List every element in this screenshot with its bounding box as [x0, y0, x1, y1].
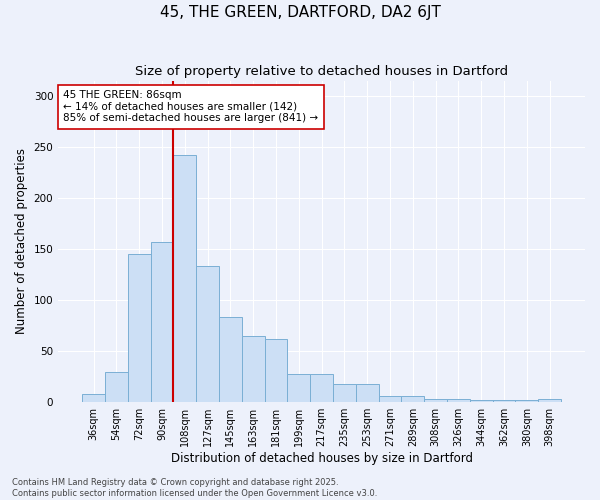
- Bar: [287, 374, 310, 402]
- Y-axis label: Number of detached properties: Number of detached properties: [15, 148, 28, 334]
- Bar: [379, 396, 401, 402]
- Bar: [310, 374, 333, 402]
- Bar: [128, 254, 151, 402]
- Bar: [219, 318, 242, 402]
- Title: Size of property relative to detached houses in Dartford: Size of property relative to detached ho…: [135, 65, 508, 78]
- Text: 45, THE GREEN, DARTFORD, DA2 6JT: 45, THE GREEN, DARTFORD, DA2 6JT: [160, 5, 440, 20]
- Bar: [401, 396, 424, 402]
- Bar: [196, 266, 219, 402]
- Bar: [470, 400, 493, 402]
- Bar: [333, 384, 356, 402]
- Bar: [515, 400, 538, 402]
- Bar: [105, 372, 128, 402]
- Bar: [173, 155, 196, 402]
- Bar: [538, 399, 561, 402]
- Bar: [242, 336, 265, 402]
- Bar: [151, 242, 173, 402]
- Bar: [82, 394, 105, 402]
- Text: Contains HM Land Registry data © Crown copyright and database right 2025.
Contai: Contains HM Land Registry data © Crown c…: [12, 478, 377, 498]
- X-axis label: Distribution of detached houses by size in Dartford: Distribution of detached houses by size …: [170, 452, 473, 465]
- Bar: [356, 384, 379, 402]
- Bar: [447, 399, 470, 402]
- Bar: [265, 339, 287, 402]
- Bar: [493, 400, 515, 402]
- Text: 45 THE GREEN: 86sqm
← 14% of detached houses are smaller (142)
85% of semi-detac: 45 THE GREEN: 86sqm ← 14% of detached ho…: [64, 90, 319, 124]
- Bar: [424, 399, 447, 402]
